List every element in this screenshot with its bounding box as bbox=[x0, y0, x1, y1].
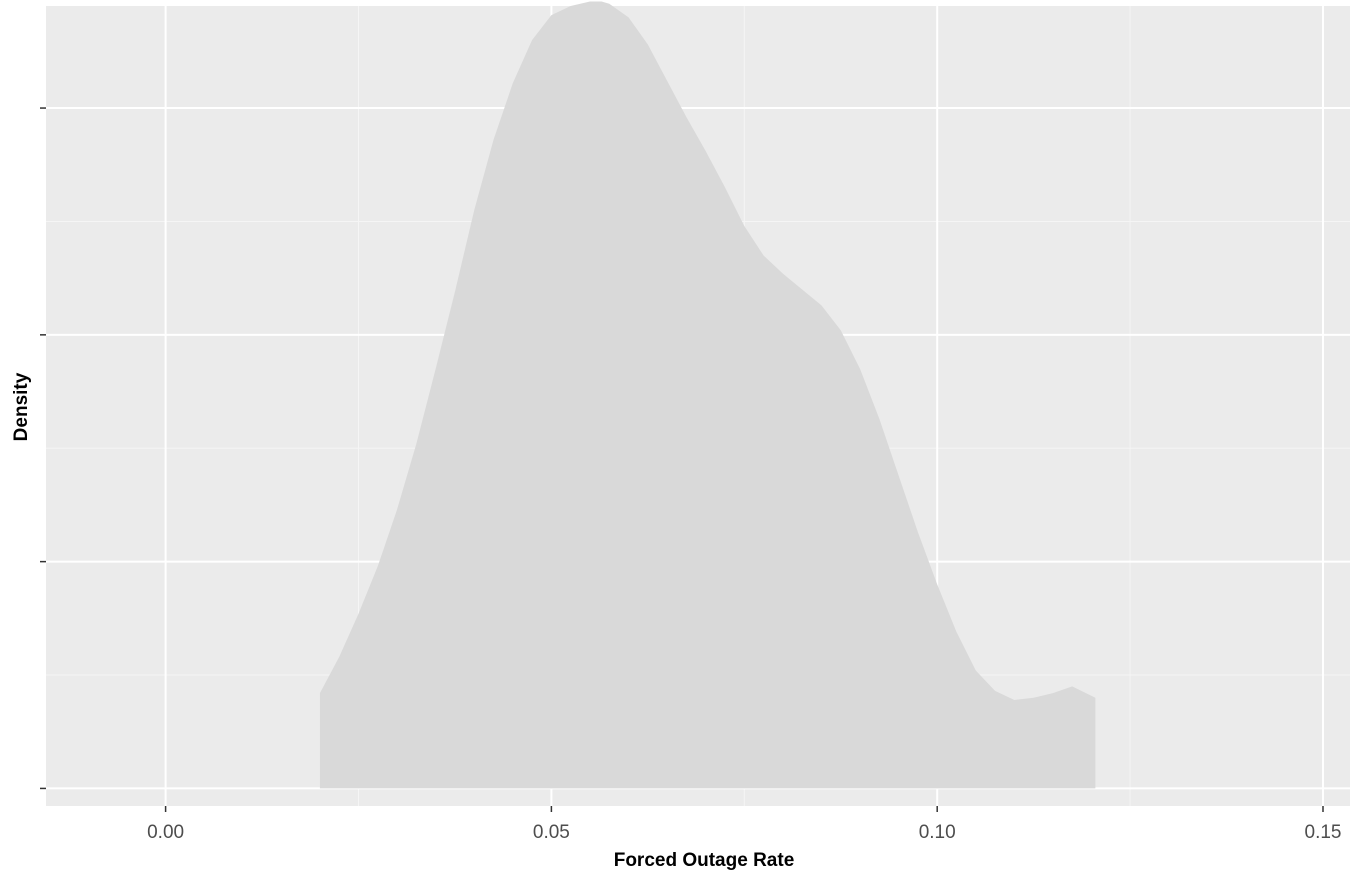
x-tick-label: 0.05 bbox=[533, 822, 570, 843]
y-axis-ticks bbox=[40, 107, 46, 790]
density-area bbox=[319, 1, 1096, 789]
x-tick-label: 0.10 bbox=[919, 822, 956, 843]
x-tick-label: 0.15 bbox=[1305, 822, 1342, 843]
x-axis-title: Forced Outage Rate bbox=[614, 850, 795, 871]
x-tick-label: 0.00 bbox=[147, 822, 184, 843]
x-axis-ticks: 0.00 0.05 0.10 0.15 bbox=[147, 806, 1341, 843]
y-axis-title: Density bbox=[11, 372, 32, 441]
